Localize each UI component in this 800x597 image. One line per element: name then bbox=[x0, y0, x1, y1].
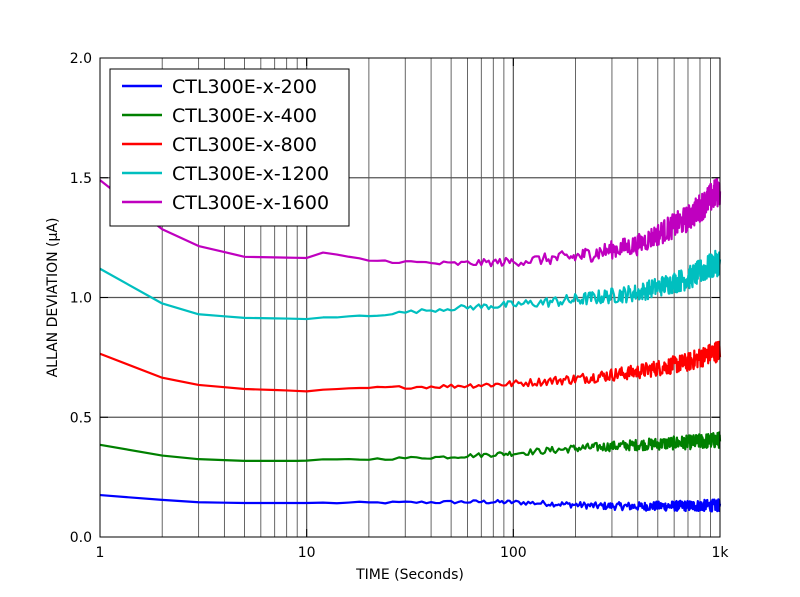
series-line-5 bbox=[99, 177, 722, 268]
legend-label: CTL300E-x-200 bbox=[172, 76, 317, 98]
legend-box bbox=[109, 68, 350, 227]
x-tick-label: 1 bbox=[96, 545, 105, 561]
y-tick-label: 0.5 bbox=[70, 410, 92, 426]
series-line-2 bbox=[99, 431, 722, 462]
legend-label: CTL300E-x-1200 bbox=[172, 163, 329, 185]
legend-label: CTL300E-x-1600 bbox=[172, 192, 329, 214]
legend: CTL300E-x-200 CTL300E-x-400 CTL300E-x-800 C… bbox=[109, 68, 350, 227]
x-tick-label: 1k bbox=[711, 545, 729, 561]
y-axis-label: ALLAN DEVIATION (µA) bbox=[45, 218, 61, 378]
legend-label: CTL300E-x-400 bbox=[172, 105, 317, 127]
x-tick-label: 10 bbox=[298, 545, 316, 561]
legend-label: CTL300E-x-800 bbox=[172, 134, 317, 156]
y-tick-label: 1.5 bbox=[70, 171, 92, 187]
series-line-4 bbox=[99, 249, 722, 321]
y-tick-label: 2.0 bbox=[70, 51, 92, 67]
x-axis-label: TIME (Seconds) bbox=[355, 567, 464, 583]
y-tick-label: 0.0 bbox=[70, 530, 92, 546]
ticks-layer: 1 10 100 1k 0.0 0.5 1.0 1.5 2.0 bbox=[70, 51, 730, 561]
x-tick-label: 100 bbox=[500, 545, 527, 561]
series-line-3 bbox=[99, 340, 722, 393]
series-layer bbox=[99, 177, 722, 513]
series-line-1 bbox=[99, 493, 722, 513]
y-tick-label: 1.0 bbox=[70, 291, 92, 307]
